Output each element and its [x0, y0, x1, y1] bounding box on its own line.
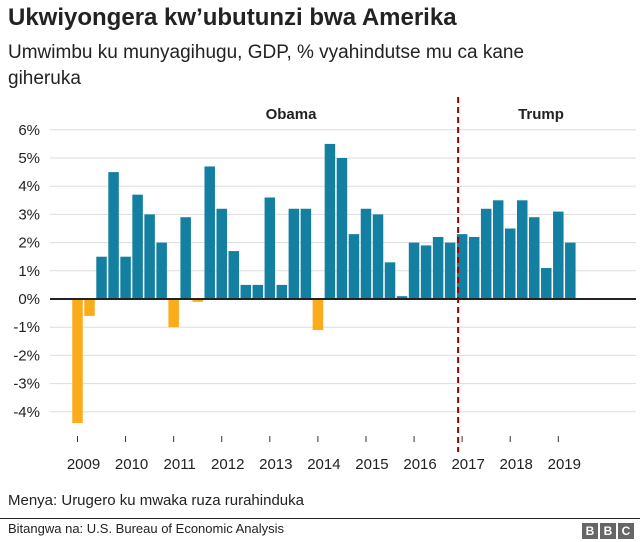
bar-2010-Q2: [132, 194, 143, 299]
chart-title: Ukwiyongera kw’ubutunzi bwa Amerika: [8, 4, 457, 31]
y-tick-label: 3%: [18, 206, 40, 223]
bar-2009-Q2: [84, 299, 95, 316]
x-tick-label: 2009: [67, 456, 100, 473]
x-tick-label: 2013: [259, 456, 292, 473]
bar-2015-Q4: [396, 296, 408, 299]
y-tick-label: 1%: [18, 263, 40, 280]
logo-letter: B: [600, 523, 616, 539]
y-tick-label: -2%: [13, 347, 40, 364]
bar-2013-Q3: [288, 208, 300, 299]
x-tick-label: 2014: [307, 456, 340, 473]
logo-letter: C: [618, 523, 634, 539]
bar-2013-Q4: [300, 208, 312, 299]
bar-2014-Q1: [312, 299, 324, 331]
bar-2016-Q1: [408, 242, 420, 299]
bar-2016-Q3: [432, 236, 444, 299]
bar-2016-Q2: [420, 245, 432, 299]
y-tick-label: 5%: [18, 150, 40, 167]
bar-2018-Q1: [504, 228, 516, 299]
bar-2014-Q2: [324, 143, 336, 299]
bar-2011-Q1: [168, 299, 179, 328]
y-tick-label: 2%: [18, 235, 40, 252]
x-tick-label: 2016: [403, 456, 436, 473]
y-axis-ticks: 6% 5% 4% 3% 2% 1% 0% -1% -2% -3% -4%: [13, 122, 40, 421]
bar-2012-Q3: [240, 284, 252, 299]
bar-2016-Q4: [444, 242, 456, 299]
bar-2015-Q3: [384, 262, 396, 299]
bar-2011-Q4: [204, 166, 215, 299]
bar-2017-Q1: [456, 234, 468, 299]
bar-2012-Q2: [228, 251, 240, 299]
footer-divider: [0, 518, 640, 519]
period-annotations: Obama Trump: [266, 97, 564, 452]
bar-2018-Q3: [529, 217, 540, 299]
bar-2018-Q4: [541, 267, 552, 299]
bar-2009-Q1: [72, 299, 83, 424]
bar-2013-Q2: [276, 284, 288, 299]
bar-chart: 6%5%4%3%2%1%0%-1%-2%-3%-4% 2009 2010 2011 2…: [13, 97, 636, 473]
source-text: Bitangwa na: U.S. Bureau of Economic Ana…: [8, 521, 285, 536]
bar-2019-Q2: [565, 242, 576, 299]
x-tick-label: 2010: [115, 456, 148, 473]
bar-2013-Q1: [264, 197, 276, 299]
bar-2012-Q4: [252, 284, 264, 299]
bar-2010-Q4: [156, 242, 167, 299]
bbc-logo: B B C: [582, 523, 634, 539]
x-tick-label: 2012: [211, 456, 244, 473]
bar-2015-Q2: [372, 214, 384, 299]
bar-2009-Q3: [96, 256, 107, 299]
bar-2010-Q3: [144, 214, 155, 299]
logo-letter: B: [582, 523, 598, 539]
period-label-trump: Trump: [518, 106, 564, 123]
y-tick-label: -3%: [13, 376, 40, 393]
bar-2011-Q3: [192, 299, 203, 302]
bar-2011-Q2: [180, 217, 191, 299]
bar-2014-Q4: [348, 234, 360, 299]
chart-note: Menya: Urugero ku mwaka ruza rurahinduka: [8, 492, 304, 509]
y-tick-label: 6%: [18, 122, 40, 139]
x-tick-label: 2018: [500, 456, 533, 473]
bar-2017-Q4: [492, 200, 504, 299]
chart-subtitle: Umwimbu ku munyagihugu, GDP, % vyahindut…: [8, 42, 525, 89]
bar-2010-Q1: [120, 256, 131, 299]
period-label-obama: Obama: [266, 106, 318, 123]
y-tick-label: -4%: [13, 404, 40, 421]
bar-2019-Q1: [553, 211, 564, 299]
y-tick-label: 4%: [18, 178, 40, 195]
bar-2017-Q2: [468, 236, 480, 299]
y-tick-label: 0%: [18, 291, 40, 308]
bar-2009-Q4: [108, 172, 119, 299]
bar-2018-Q2: [516, 200, 528, 299]
x-axis-ticks: 2009 2010 2011 2012 2013 2014 2015 2016 2017 2018…: [67, 436, 581, 473]
bars: [72, 143, 576, 424]
bar-2014-Q3: [336, 158, 348, 299]
x-tick-label: 2017: [451, 456, 484, 473]
x-tick-label: 2011: [164, 456, 196, 473]
x-tick-label: 2015: [355, 456, 388, 473]
bar-2012-Q1: [216, 208, 227, 299]
x-tick-label: 2019: [548, 456, 581, 473]
bar-2015-Q1: [360, 208, 372, 299]
y-tick-label: -1%: [13, 319, 40, 336]
bar-2017-Q3: [480, 208, 492, 299]
